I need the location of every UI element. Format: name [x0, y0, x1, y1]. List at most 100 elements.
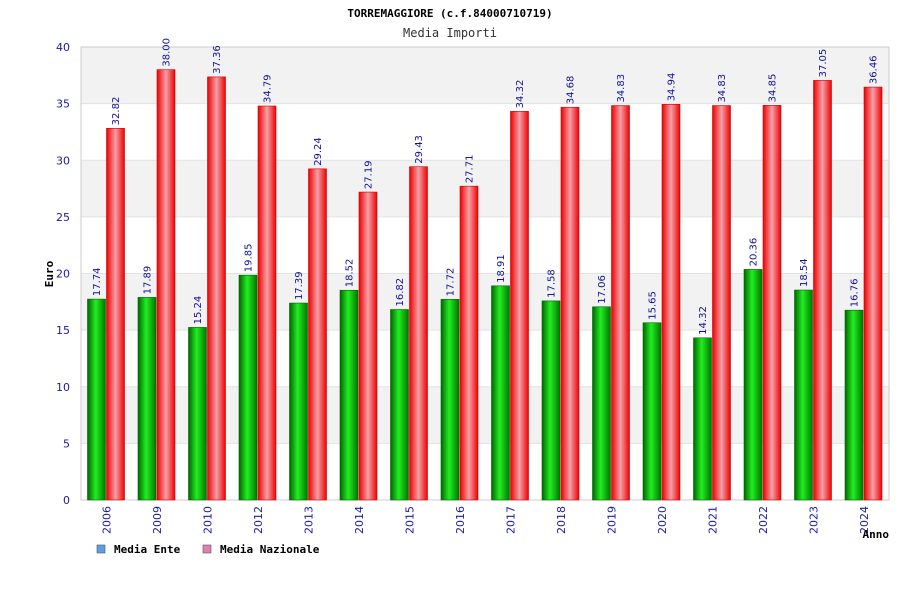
value-label: 17.58	[547, 269, 558, 298]
y-tick-label: 30	[56, 154, 70, 167]
y-tick-label: 0	[63, 494, 70, 507]
x-tick-label: 2021	[706, 506, 719, 534]
value-label: 37.36	[212, 45, 223, 74]
x-tick-label: 2024	[858, 506, 871, 534]
value-label: 29.43	[414, 135, 425, 164]
value-label: 38.00	[162, 38, 173, 67]
bar-media-ente	[87, 298, 106, 501]
bar-media-ente	[238, 274, 258, 501]
legend-swatch	[96, 544, 106, 554]
bar-media-nazionale	[358, 191, 378, 501]
y-tick-label: 35	[56, 98, 70, 111]
value-label: 34.79	[263, 74, 274, 103]
value-label: 37.05	[818, 49, 829, 78]
x-tick-label: 2014	[353, 506, 366, 534]
x-tick-label: 2006	[100, 506, 113, 534]
value-label: 34.85	[768, 74, 779, 103]
bar-media-nazionale	[156, 69, 176, 501]
x-tick-label: 2009	[151, 506, 164, 534]
value-label: 32.82	[111, 97, 122, 126]
value-label: 14.32	[698, 306, 709, 335]
bar-media-nazionale	[560, 106, 580, 501]
bar-media-ente	[188, 327, 207, 501]
x-tick-label: 2017	[504, 506, 517, 534]
value-label: 34.32	[515, 80, 526, 109]
bars	[87, 69, 883, 501]
value-label: 17.06	[597, 275, 608, 304]
bar-media-nazionale	[106, 128, 125, 501]
value-label: 34.83	[717, 74, 728, 103]
bar-media-ente	[693, 337, 712, 501]
y-tick-label: 15	[56, 324, 70, 337]
value-label: 18.54	[799, 258, 810, 287]
bar-media-nazionale	[308, 168, 327, 501]
legend-swatch	[202, 544, 212, 554]
bar-media-ente	[794, 289, 813, 501]
x-tick-label: 2023	[807, 506, 820, 534]
y-axis-label: Euro	[43, 260, 56, 287]
bar-media-nazionale	[762, 105, 782, 501]
bar-media-ente	[289, 302, 308, 501]
x-tick-label: 2022	[757, 506, 770, 534]
bar-media-ente	[339, 289, 359, 501]
value-label: 34.94	[667, 73, 678, 102]
bar-media-nazionale	[257, 105, 277, 501]
x-tick-label: 2016	[454, 506, 467, 534]
x-tick-label: 2013	[302, 506, 315, 534]
value-label: 17.74	[92, 267, 103, 296]
bar-media-ente	[642, 322, 662, 501]
x-tick-label: 2010	[201, 506, 214, 534]
bar-media-nazionale	[207, 76, 226, 501]
bar-media-ente	[743, 269, 763, 501]
bar-media-nazionale	[863, 86, 883, 501]
x-axis-ticks: 2006 2009 2010 2012 2013 2014 2015 2016 2017 2018…	[100, 506, 871, 534]
y-tick-label: 25	[56, 211, 70, 224]
x-tick-label: 2020	[656, 506, 669, 534]
value-label: 27.71	[465, 155, 476, 184]
y-axis-ticks: 0 5 10 15 20 25 30 35 40	[56, 41, 70, 507]
value-label: 36.46	[869, 55, 880, 84]
chart-subtitle: Media Importi	[403, 26, 497, 40]
value-label: 17.39	[294, 271, 305, 300]
y-tick-label: 10	[56, 381, 70, 394]
bar-media-nazionale	[510, 111, 529, 501]
legend-entry: Media Ente	[114, 543, 181, 556]
value-label: 15.65	[648, 291, 659, 320]
bar-media-nazionale	[661, 104, 681, 501]
bar-media-ente	[592, 306, 611, 501]
bar-media-ente	[390, 309, 409, 501]
value-label: 16.76	[850, 279, 861, 308]
bar-media-nazionale	[459, 185, 479, 501]
value-label: 16.82	[395, 278, 406, 307]
value-label: 34.83	[616, 74, 627, 103]
x-tick-label: 2018	[555, 506, 568, 534]
value-label: 18.52	[345, 259, 356, 288]
value-label: 27.19	[364, 160, 375, 189]
value-label: 20.36	[749, 238, 760, 267]
x-axis-label: Anno	[863, 528, 890, 541]
bar-media-nazionale	[712, 105, 731, 501]
value-label: 15.24	[193, 296, 204, 325]
bar-media-ente	[137, 297, 157, 501]
value-label: 29.24	[313, 137, 324, 166]
x-tick-label: 2019	[605, 506, 618, 534]
x-tick-label: 2015	[403, 506, 416, 534]
value-label: 17.89	[143, 266, 154, 295]
legend: Media Ente Media Nazionale	[96, 543, 320, 556]
y-tick-label: 20	[56, 268, 70, 281]
legend-entry: Media Nazionale	[220, 543, 320, 556]
y-tick-label: 40	[56, 41, 70, 54]
bar-media-nazionale	[813, 80, 832, 501]
bar-media-ente	[844, 309, 864, 501]
bar-media-nazionale	[611, 105, 630, 501]
value-labels: 17.74 32.82 17.89 38.00 15.24 37.36 19.85 34.79…	[92, 38, 880, 335]
y-tick-label: 5	[63, 437, 70, 450]
value-label: 18.91	[496, 254, 507, 283]
value-label: 17.72	[446, 268, 457, 297]
x-tick-label: 2012	[252, 506, 265, 534]
value-label: 19.85	[244, 244, 255, 273]
bar-media-ente	[541, 300, 561, 501]
bar-media-ente	[491, 285, 510, 501]
plot-border	[80, 46, 890, 501]
